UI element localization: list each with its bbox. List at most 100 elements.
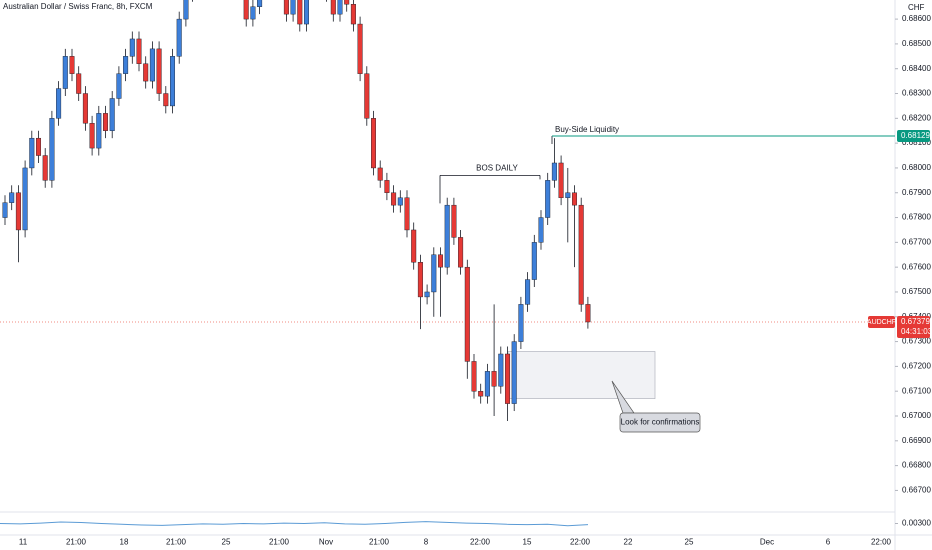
candle-body [511,341,517,404]
candle-body [518,304,524,342]
candle-body [464,266,470,362]
candle-body [525,279,531,305]
x-tick-label: 21:00 [66,538,87,547]
countdown-label: 04:31:03 [901,327,932,336]
candle-body [330,0,336,15]
candle-body [498,353,504,387]
candle-body [56,88,62,119]
y-tick-label: 0.67800 [902,213,931,222]
zone [507,351,656,399]
candle-body [531,242,537,280]
y-tick-label: 0.67500 [902,287,931,296]
candle-body [505,353,511,404]
y-tick-label: 0.67900 [902,188,931,197]
candle-body [49,118,55,181]
candle-body [169,56,175,107]
candle-body [431,254,437,293]
y-tick-label: 0.68200 [902,113,931,122]
candle-body [2,202,8,218]
y-tick-label: 0.68000 [902,163,931,172]
candle-body [565,192,571,198]
candle-body [243,0,249,20]
callout-box [619,412,701,433]
candle-body [377,167,383,181]
candle-body [397,197,403,206]
candle-body [458,237,464,268]
buy-side-price: 0.68129 [901,131,930,140]
x-tick-label: 25 [685,538,694,547]
candle-body [444,204,450,268]
candle-body [551,162,557,181]
candle-body [123,56,129,74]
y-tick-label: 0.66900 [902,436,931,445]
candle-body [384,180,390,193]
x-tick-label: 15 [523,538,532,547]
candle-body [69,56,75,74]
candle-body [337,0,343,15]
candle-body [283,0,289,15]
candle-body [109,98,115,131]
candle-body [364,73,370,119]
candle-body [304,0,310,25]
candle-body [545,180,551,218]
candle-body [163,93,169,107]
x-tick-label: 21:00 [369,538,390,547]
callout-text: Look for confirmations [621,418,700,427]
y-tick-label: 0.68500 [902,39,931,48]
candle-body [290,0,296,15]
candle-body [149,48,155,82]
x-tick-label: 25 [222,538,231,547]
x-tick-label: Dec [760,538,774,547]
y-tick-label: 0.67700 [902,237,931,246]
y-tick-label: 0.67200 [902,361,931,370]
y-tick-label: 0.67100 [902,386,931,395]
y-tick-label: 0.68100 [902,138,931,147]
candle-body [96,113,102,149]
indicator-line [0,521,589,527]
candle-body [411,229,417,263]
y-tick-label: 0.67600 [902,262,931,271]
y-tick-label: 0.68300 [902,89,931,98]
candle-body [451,204,457,238]
candle-body [36,137,42,156]
candle-body [538,217,544,243]
candle-body [183,0,189,20]
plot-area [0,0,895,421]
candle-body [558,162,564,198]
candle-body [391,192,397,206]
candle-body [62,56,68,89]
candle-body [471,361,477,392]
candle-body [424,291,430,298]
candle-body [371,118,377,169]
candle-body [491,371,497,387]
x-tick-label: 22:00 [570,538,591,547]
candle-body [143,63,149,82]
symbol-box [868,315,895,328]
x-tick-label: Nov [319,538,333,547]
chart-title: Australian Dollar / Swiss Franc, 8h, FXC… [3,2,153,11]
candle-body [404,197,410,231]
candle-body [572,192,578,206]
candle-body [9,192,15,203]
candle-body [29,137,35,169]
symbol-label: AUDCHF [867,319,896,326]
candle-body [116,73,122,99]
current-price-box [897,315,930,338]
candle-body [417,262,423,298]
buy-side-price-box [897,129,930,142]
y-tick-label: 0.68400 [902,64,931,73]
candle-body [484,371,490,397]
candle-body [15,192,21,231]
x-tick-label: 22:00 [470,538,491,547]
x-tick-label: 22:00 [871,538,892,547]
candle-body [257,0,263,7]
candle-body [22,167,28,231]
y-tick-label: 0.66800 [902,461,931,470]
candle-body [478,390,484,397]
candle-body [585,304,591,323]
candle-body [250,6,256,20]
indicator-tick-label: 0.00300 [902,519,931,528]
y-tick-label: 0.67300 [902,337,931,346]
candle-body [76,73,82,94]
x-tick-label: 8 [424,538,429,547]
